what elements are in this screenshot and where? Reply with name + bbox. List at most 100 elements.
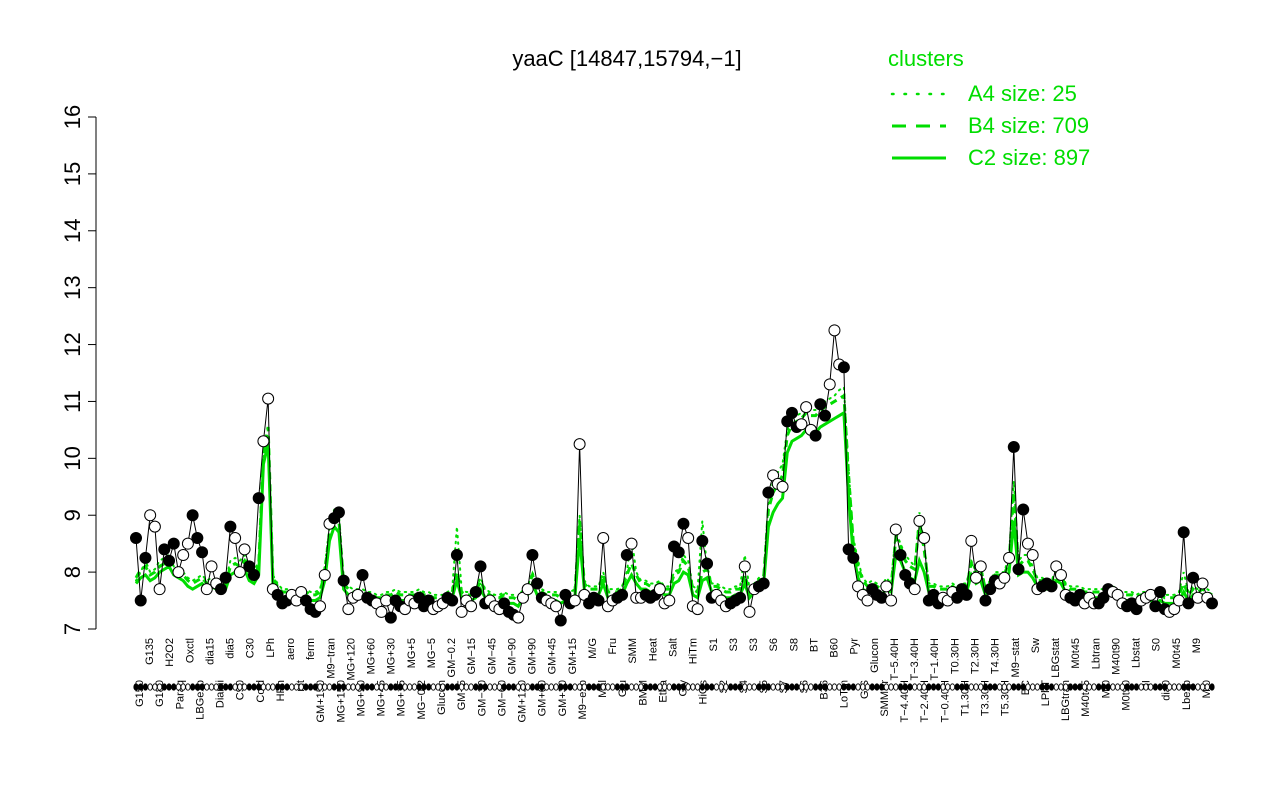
data-point <box>186 509 199 522</box>
rug-mark <box>1138 683 1144 691</box>
data-point <box>785 406 798 419</box>
rug-mark <box>930 683 937 691</box>
data-point <box>894 549 907 562</box>
x-tick-label: GM+150 <box>315 680 327 723</box>
rug-mark <box>600 683 606 691</box>
rug-mark <box>661 683 668 691</box>
data-points <box>130 324 1218 627</box>
rug-mark <box>1176 683 1182 691</box>
rug-mark <box>657 683 663 691</box>
rug-mark <box>1034 683 1040 691</box>
axes: 7 8 9 10 11 12 13 14 15 16 <box>60 105 97 635</box>
data-point <box>224 520 237 533</box>
rug-mark <box>902 683 908 691</box>
data-point <box>177 549 190 562</box>
data-point <box>314 600 327 613</box>
rug-mark <box>1133 683 1140 691</box>
rug-mark <box>548 683 554 691</box>
rug-mark <box>666 683 672 691</box>
data-point <box>738 560 751 573</box>
data-point <box>1154 586 1167 599</box>
rug-mark <box>473 683 479 691</box>
data-point <box>229 531 242 544</box>
rug-mark <box>232 683 238 691</box>
x-tick-label: T−3.40H <box>909 638 921 681</box>
rug-mark <box>331 683 337 691</box>
x-tick-label: MG−5 <box>426 638 438 668</box>
x-tick-label: MG+150 <box>335 680 347 723</box>
x-tick-label: MG+60 <box>366 638 378 674</box>
x-tick-label: M0t45 <box>1171 638 1183 669</box>
rug-mark <box>251 683 257 691</box>
rug-mark <box>430 683 436 691</box>
rug-mark <box>322 683 328 691</box>
legend-label-a4: A4 size: 25 <box>968 81 1077 106</box>
series-line-dashed <box>134 393 1213 603</box>
rug-mark <box>496 683 502 691</box>
rug-mark <box>435 683 441 691</box>
rug-mark <box>1091 683 1097 691</box>
rug-mark <box>440 683 446 691</box>
rug-mark <box>624 683 630 691</box>
rug-mark <box>628 683 635 691</box>
rug-mark <box>279 683 285 691</box>
data-point <box>196 546 209 559</box>
legend: clusters A4 size: 25 B4 size: 709 C2 siz… <box>888 46 1090 170</box>
data-point <box>153 583 166 596</box>
rug-mark <box>978 683 984 691</box>
data-point <box>597 531 610 544</box>
x-tick-label: GM+15 <box>567 638 579 674</box>
rug-mark <box>846 683 852 691</box>
data-point <box>1026 549 1039 562</box>
rug-mark <box>1081 683 1088 691</box>
rug-mark <box>610 683 616 691</box>
data-point <box>809 429 822 442</box>
x-tick-label: G135 <box>144 638 156 665</box>
data-point <box>318 568 331 581</box>
data-point <box>889 523 902 536</box>
x-tick-label: M9 <box>1191 638 1203 653</box>
rug-mark <box>138 683 144 691</box>
rug-mark <box>638 683 644 691</box>
data-point <box>795 418 808 431</box>
x-tick-label: ferm <box>305 638 317 660</box>
rug-mark <box>817 683 823 691</box>
x-tick-label: Salt <box>668 638 680 657</box>
data-point <box>592 594 605 607</box>
x-tick-label: LPh <box>265 638 277 658</box>
rug-mark <box>1063 683 1069 691</box>
x-tick-label: GM+45 <box>547 638 559 674</box>
rug-mark <box>1015 683 1022 691</box>
data-point <box>682 531 695 544</box>
rug-mark <box>468 683 474 691</box>
x-tick-label: dia5 <box>225 638 237 659</box>
rug-mark <box>742 683 748 691</box>
y-tick-label: 15 <box>60 162 85 186</box>
rug-mark <box>1100 683 1107 691</box>
data-point <box>158 543 171 556</box>
x-tick-labels: G150G135G180H2O2ParaqOxctlLBGexpdia15Dia… <box>134 638 1213 723</box>
rug-mark <box>812 683 819 691</box>
x-tick-label: S3 <box>728 638 740 651</box>
rug-mark <box>1067 683 1074 691</box>
rug-mark <box>713 683 720 691</box>
data-point <box>332 506 345 519</box>
y-tick-label: 7 <box>60 623 85 635</box>
rug-mark <box>888 683 894 691</box>
y-tick-label: 14 <box>60 219 85 243</box>
x-tick-label: MG+120 <box>345 638 357 681</box>
rug-mark <box>685 683 691 691</box>
legend-label-c2: C2 size: 897 <box>968 145 1090 170</box>
rug-mark <box>652 683 658 691</box>
data-point <box>908 583 921 596</box>
rug-mark <box>303 683 309 691</box>
rug-mark <box>1119 683 1125 691</box>
data-point <box>144 509 157 522</box>
data-point <box>1177 526 1190 539</box>
data-point <box>965 534 978 547</box>
data-point <box>837 361 850 374</box>
rug-mark <box>680 683 687 691</box>
rug-mark <box>987 683 993 691</box>
rug-mark <box>190 683 196 691</box>
data-point <box>139 551 152 564</box>
